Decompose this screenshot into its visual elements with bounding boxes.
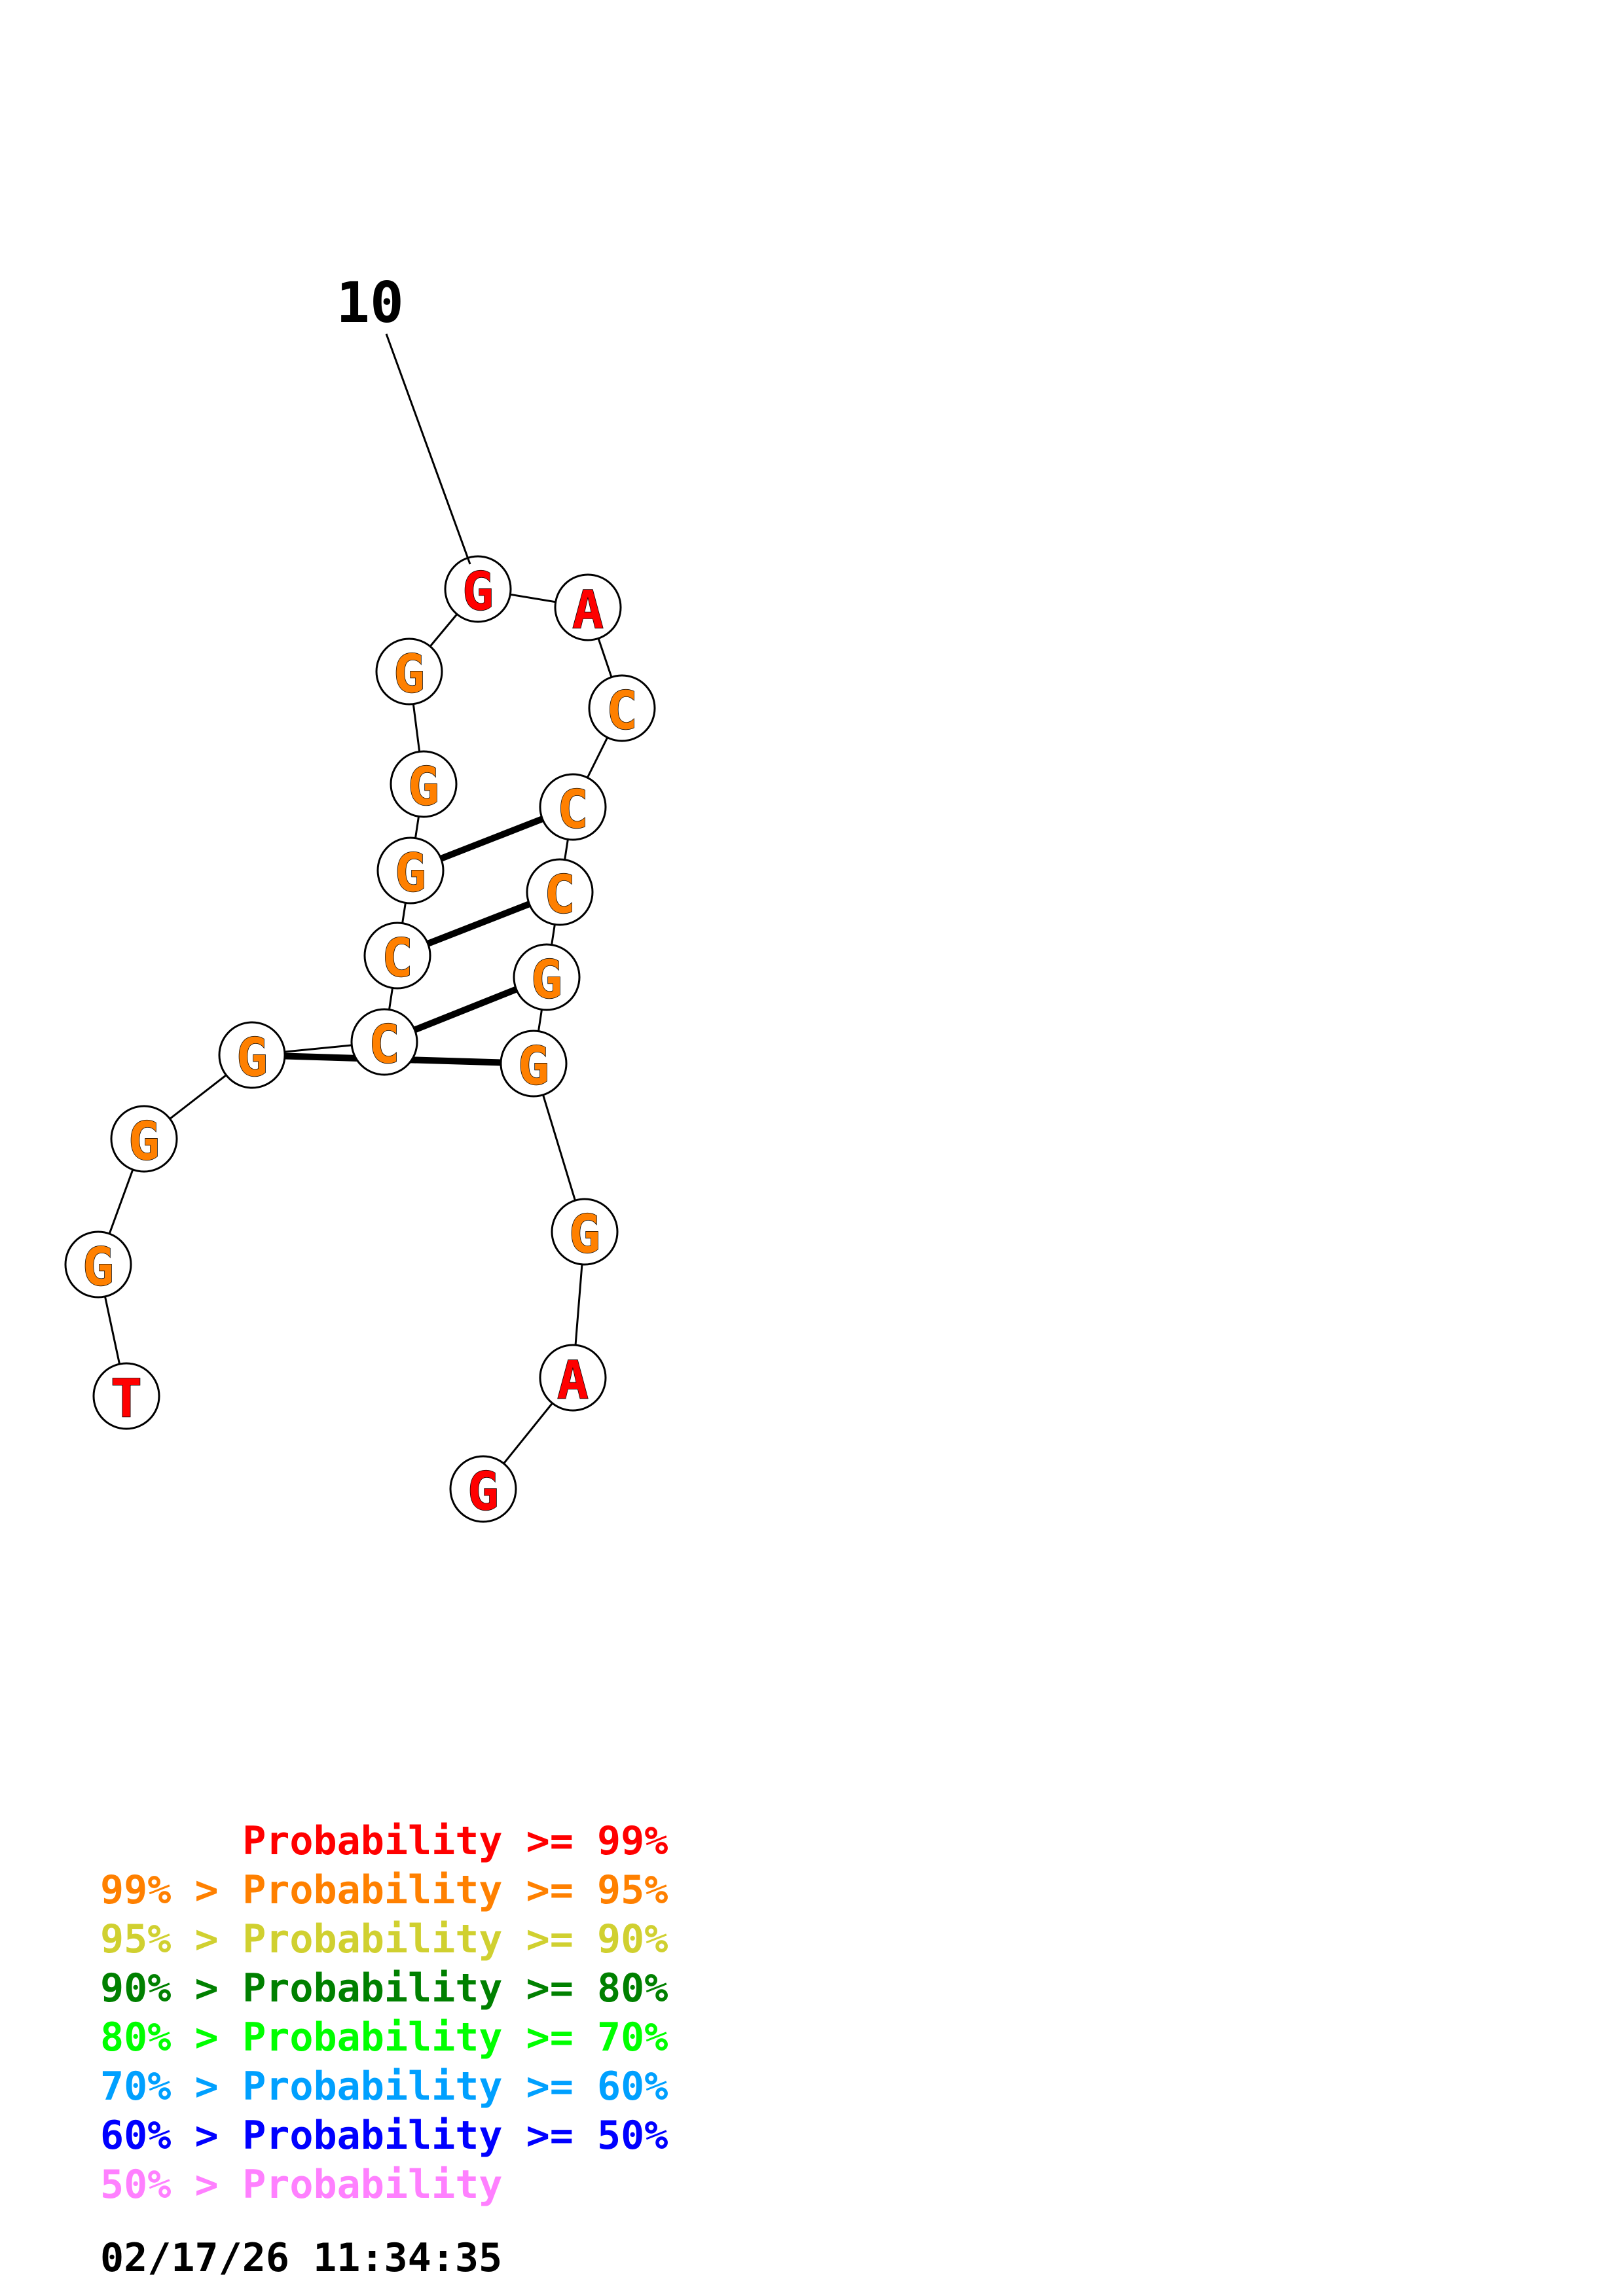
nucleotide-circle — [390, 750, 458, 818]
nucleotide-circle — [218, 1021, 286, 1089]
legend-label: Probability — [242, 2162, 502, 2208]
nucleotide-letter: G — [395, 843, 426, 904]
nucleotide-circle — [363, 922, 431, 990]
legend-prefix: 80% > — [100, 2015, 242, 2060]
legend-entry: 90% > Probability >= 80% — [100, 1965, 668, 2011]
nucleotide-circle — [444, 555, 512, 623]
nucleotide-letter: G — [467, 1462, 499, 1522]
nucleotide-letter: G — [569, 1204, 600, 1265]
legend-entry: 95% > Probability >= 90% — [100, 1916, 668, 1962]
legend-label: Probability >= 60% — [242, 2064, 668, 2109]
index-tick-line — [385, 333, 471, 565]
legend-entry: 80% > Probability >= 70% — [100, 2015, 668, 2060]
nucleotide-18: A — [539, 1344, 607, 1412]
nucleotide-6: C — [363, 922, 431, 990]
legend-label: Probability >= 50% — [242, 2113, 668, 2159]
nucleotide-letter: C — [382, 928, 413, 989]
nucleotide-circle — [526, 858, 594, 926]
legend-prefix: 95% > — [100, 1916, 242, 1962]
nucleotide-9: G — [375, 637, 443, 706]
nucleotide-circle — [539, 773, 607, 841]
nucleotide-letter: A — [557, 1350, 589, 1411]
nucleotide-circle — [554, 573, 622, 641]
nucleotide-circle — [376, 836, 445, 905]
nucleotide-circle — [539, 1344, 607, 1412]
nucleotide-letter: G — [462, 562, 494, 622]
nucleotide-11: A — [554, 573, 622, 641]
nucleotide-letter: G — [236, 1028, 268, 1088]
nucleotide-3: G — [110, 1105, 178, 1173]
nucleotide-circle — [551, 1198, 619, 1266]
legend-prefix: 70% > — [100, 2064, 242, 2109]
legend-prefix: 99% > — [100, 1867, 242, 1913]
legend-label: Probability >= 99% — [242, 1818, 668, 1864]
nucleotide-letter: C — [544, 865, 575, 925]
nucleotide-1: T — [92, 1362, 160, 1430]
nucleotide-letter: T — [111, 1369, 142, 1429]
nucleotide-14: C — [526, 858, 594, 926]
index-label-10: 10 — [336, 270, 404, 336]
legend-prefix: 90% > — [100, 1965, 242, 2011]
nucleotide-7: G — [376, 836, 445, 905]
nucleotide-12: C — [588, 674, 656, 742]
nucleotide-15: G — [513, 943, 581, 1011]
nucleotide-circle — [375, 637, 443, 706]
legend-label: Probability >= 95% — [242, 1867, 668, 1913]
legend-entry: 70% > Probability >= 60% — [100, 2064, 668, 2109]
nucleotide-letter: G — [393, 644, 425, 705]
nucleotide-5: C — [350, 1008, 418, 1076]
nucleotide-letter: G — [518, 1036, 549, 1097]
nucleotide-letter: C — [557, 780, 589, 840]
nucleotide-letter: C — [369, 1014, 400, 1075]
nucleotide-circle — [350, 1008, 418, 1076]
nucleotide-letter: G — [128, 1111, 160, 1172]
nucleotide-circle — [500, 1030, 568, 1098]
timestamp: 02/17/26 11:34:35 — [100, 2235, 502, 2281]
nucleotide-letter: G — [82, 1237, 114, 1298]
nucleotide-19: G — [449, 1455, 517, 1523]
nucleotide-10: G — [444, 555, 512, 623]
legend-entry: 60% > Probability >= 50% — [100, 2113, 668, 2159]
nucleotide-letter: G — [408, 757, 439, 817]
legend-entry: 99% > Probability >= 95% — [100, 1867, 668, 1913]
legend-label: Probability >= 80% — [242, 1965, 668, 2011]
legend-label: Probability >= 90% — [242, 1916, 668, 1962]
legend-label: Probability >= 70% — [242, 2015, 668, 2060]
nucleotide-letter: G — [531, 950, 562, 1011]
nucleotide-circle — [449, 1455, 517, 1523]
legend-prefix: 60% > — [100, 2113, 242, 2159]
legend-entry: 50% > Probability — [100, 2162, 503, 2208]
nucleotide-circle — [513, 943, 581, 1011]
nucleotide-17: G — [551, 1198, 619, 1266]
legend-entry: Probability >= 99% — [242, 1818, 668, 1864]
nucleotide-4: G — [218, 1021, 286, 1089]
nucleotide-13: C — [539, 773, 607, 841]
nucleotide-16: G — [500, 1030, 568, 1098]
nucleotide-circle — [92, 1362, 160, 1430]
nucleotide-circle — [64, 1230, 132, 1299]
nucleotide-2: G — [64, 1230, 132, 1299]
nucleotide-circle — [588, 674, 656, 742]
nucleotide-8: G — [390, 750, 458, 818]
legend-prefix: 50% > — [100, 2162, 242, 2208]
nucleotide-letter: A — [572, 580, 604, 641]
nucleotide-letter: C — [606, 681, 638, 742]
nucleotide-circle — [110, 1105, 178, 1173]
probability-legend: Probability >= 99%99% > Probability >= 9… — [100, 1818, 668, 2208]
